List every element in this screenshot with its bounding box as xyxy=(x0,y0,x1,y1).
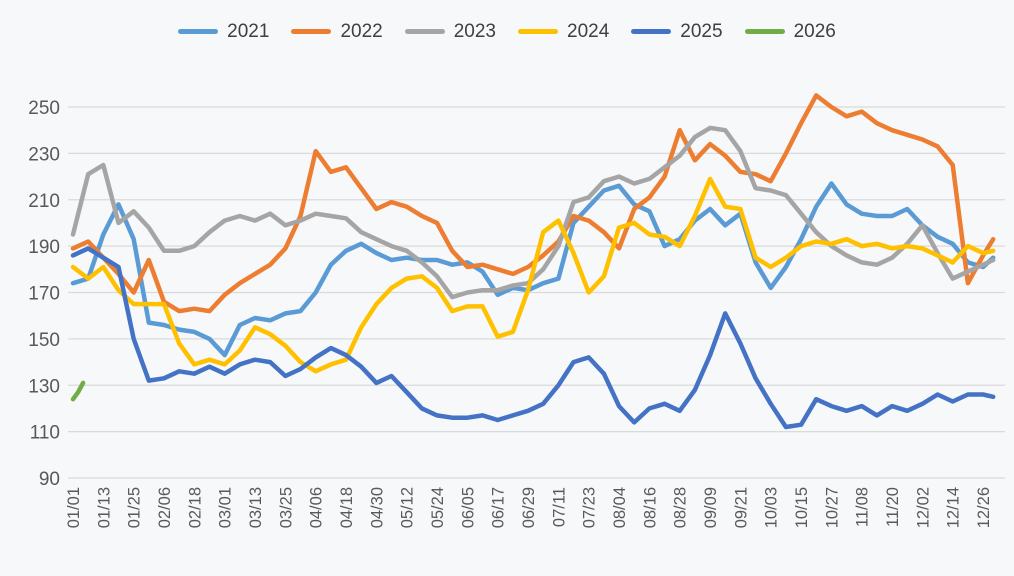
series-line-2024 xyxy=(70,176,996,374)
legend-item-2025: 2025 xyxy=(631,21,723,42)
x-axis-tick-label: 08/16 xyxy=(641,487,659,528)
x-axis-tick-label: 07/11 xyxy=(550,487,568,527)
x-axis-tick-label: 08/04 xyxy=(611,487,629,528)
x-axis-tick-label: 03/25 xyxy=(277,487,295,528)
x-axis-tick-label: 04/06 xyxy=(308,487,326,528)
x-axis-tick-label: 09/09 xyxy=(702,487,720,528)
x-axis-tick-label: 08/28 xyxy=(672,487,690,528)
legend-label-2022: 2022 xyxy=(340,21,383,42)
x-axis-tick-label: 11/20 xyxy=(884,487,902,527)
y-axis-tick-label: 230 xyxy=(28,144,60,165)
legend-label-2024: 2024 xyxy=(567,21,610,42)
legend-swatch-2021 xyxy=(178,29,219,34)
x-axis-tick-label: 04/18 xyxy=(338,487,356,528)
legend-swatch-2026 xyxy=(744,29,785,34)
x-axis-tick-label: 06/29 xyxy=(520,487,538,528)
legend-swatch-2022 xyxy=(291,29,332,34)
x-axis-tick-label: 12/02 xyxy=(914,487,932,528)
y-axis-tick-label: 250 xyxy=(28,98,60,119)
legend-item-2021: 2021 xyxy=(178,22,269,41)
y-axis-tick-label: 90 xyxy=(39,469,60,490)
x-axis-tick-label: 03/13 xyxy=(247,487,265,528)
y-axis-tick-label: 130 xyxy=(28,376,60,397)
series-line-2025 xyxy=(70,246,996,430)
legend-item-2022: 2022 xyxy=(291,21,383,42)
legend-swatch-2023 xyxy=(404,29,445,34)
y-axis-tick-label: 210 xyxy=(28,191,60,212)
legend-item-2024: 2024 xyxy=(518,22,609,41)
x-axis-tick-label: 01/01 xyxy=(65,487,83,528)
legend-label-2023: 2023 xyxy=(453,21,496,42)
x-axis-tick-label: 12/14 xyxy=(945,487,963,528)
y-axis-tick-label: 170 xyxy=(28,284,60,305)
legend-label-2025: 2025 xyxy=(680,21,723,42)
legend-label-2021: 2021 xyxy=(227,21,270,42)
x-axis-tick-label: 12/26 xyxy=(975,487,993,528)
x-axis-tick-label: 02/06 xyxy=(156,487,174,528)
y-axis-tick-label: 190 xyxy=(28,237,60,258)
x-axis-tick-label: 09/21 xyxy=(732,487,750,528)
x-axis-tick-label: 06/05 xyxy=(459,487,477,528)
x-axis-tick-label: 03/01 xyxy=(217,487,235,528)
x-axis-tick-label: 10/27 xyxy=(823,487,841,528)
legend: 2021 2022 2023 2024 2025 2026 xyxy=(0,22,1014,41)
x-axis-tick-label: 02/18 xyxy=(186,487,204,528)
x-axis-tick-label: 11/08 xyxy=(854,487,872,527)
legend-item-2026: 2026 xyxy=(744,21,836,42)
x-axis-tick-label: 04/30 xyxy=(368,487,386,528)
x-axis-tick-label: 05/24 xyxy=(429,487,447,528)
x-axis-tick-label: 01/25 xyxy=(126,487,144,528)
series-line-2026 xyxy=(70,380,86,402)
y-axis-tick-label: 150 xyxy=(28,330,60,351)
series-line-2023 xyxy=(70,125,996,300)
x-axis-tick-label: 10/03 xyxy=(763,487,781,528)
x-axis-tick-label: 05/12 xyxy=(399,487,417,528)
x-axis-tick-label: 07/23 xyxy=(581,487,599,528)
series-line-2021 xyxy=(70,181,996,358)
legend-label-2026: 2026 xyxy=(793,21,836,42)
legend-swatch-2024 xyxy=(518,29,558,34)
x-axis-tick-label: 06/17 xyxy=(490,487,508,528)
x-axis-tick-label: 01/13 xyxy=(95,487,113,528)
legend-swatch-2025 xyxy=(631,29,672,34)
x-axis-tick-label: 10/15 xyxy=(793,487,811,528)
y-axis-tick-label: 110 xyxy=(30,423,60,444)
legend-item-2023: 2023 xyxy=(404,21,496,42)
